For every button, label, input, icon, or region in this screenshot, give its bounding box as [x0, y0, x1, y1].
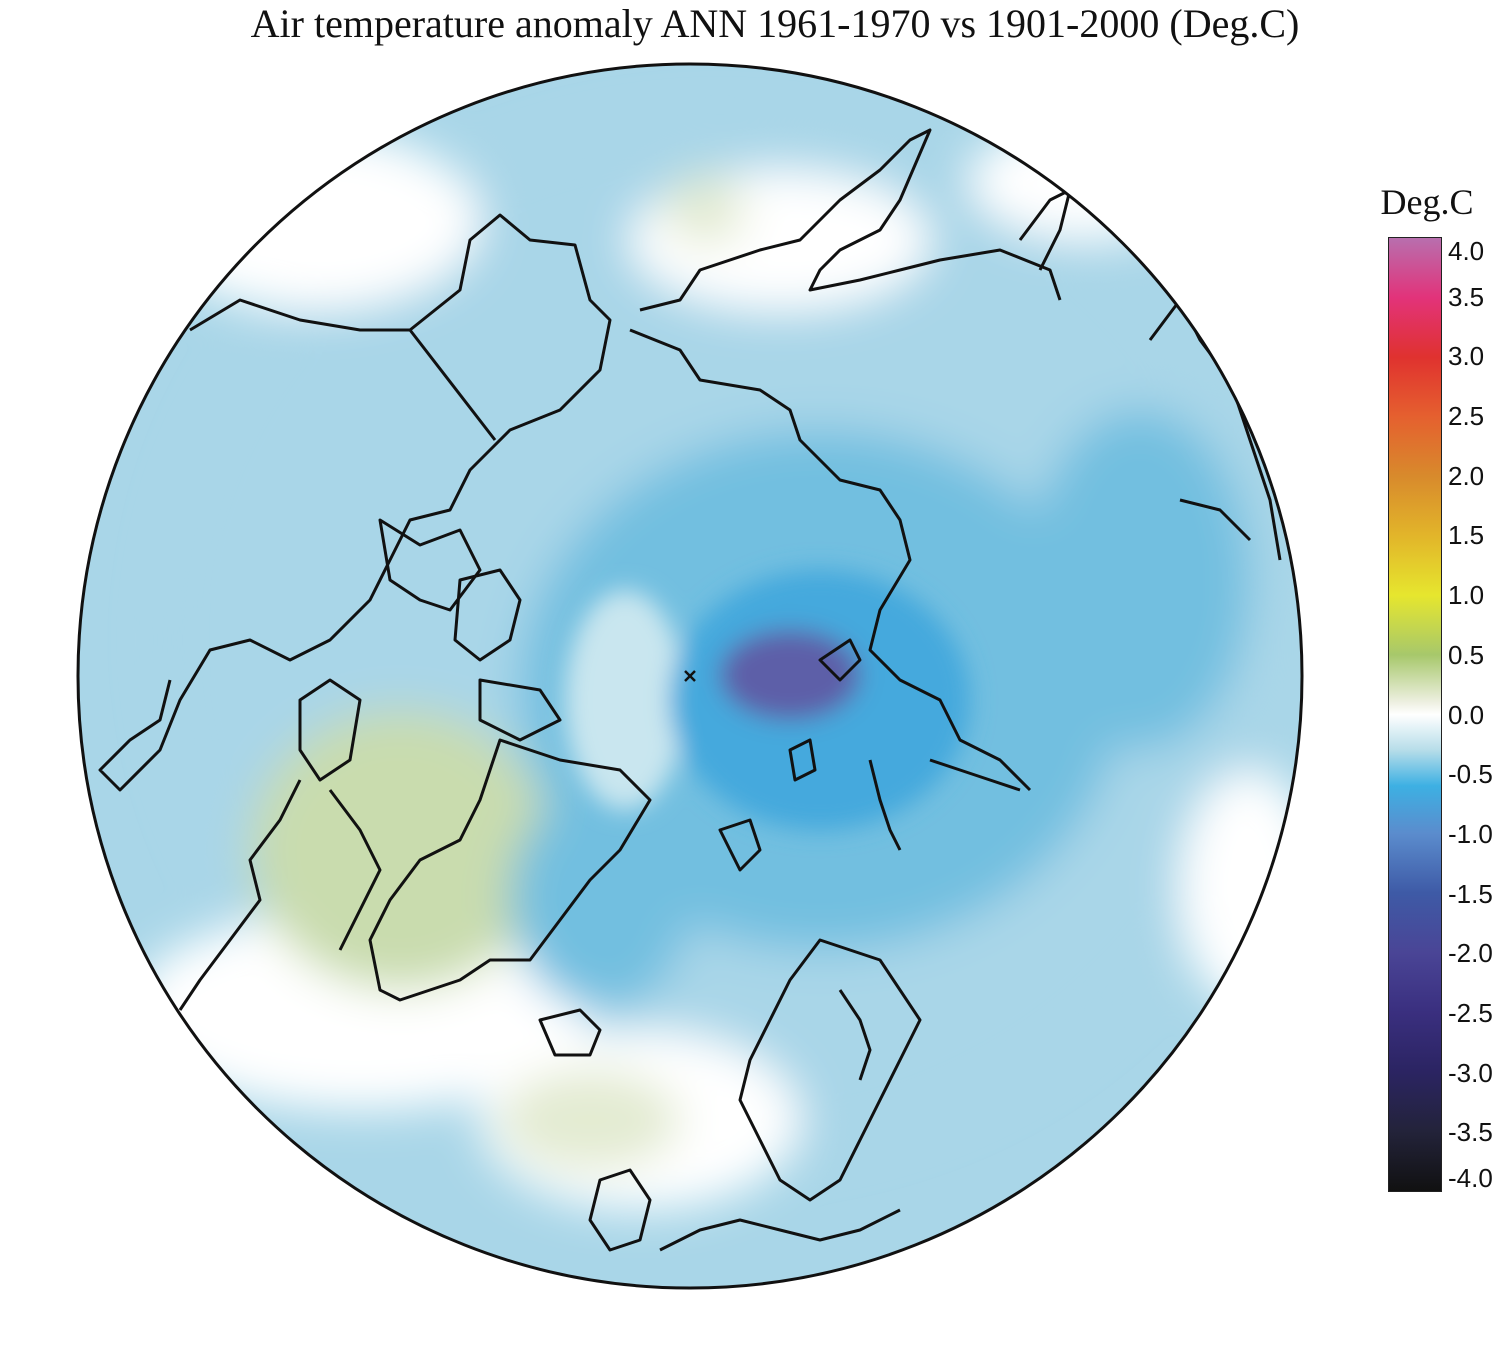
- coastline-siberia: [629, 328, 1032, 792]
- map-boundary: [76, 62, 1304, 1290]
- coastline-baltic: [838, 989, 872, 1081]
- coastline-labrador: [328, 789, 382, 951]
- colorbar-tick: 3.0: [1448, 341, 1485, 372]
- colorbar-tick: -0.5: [1448, 759, 1493, 790]
- coastline-greenland: [368, 738, 652, 1002]
- anomaly-region-near-zero: [1180, 770, 1302, 1010]
- coastline-scandinavia: [738, 938, 922, 1202]
- coastline-baffin-island: [298, 678, 362, 782]
- coastline-alaska-border: [408, 329, 497, 441]
- colorbar-unit-label: Deg.C: [1380, 182, 1474, 222]
- coastline-iceland: [538, 1008, 602, 1057]
- colorbar-tick: -2.0: [1448, 938, 1493, 969]
- anomaly-region-coldest: [720, 630, 860, 720]
- colorbar-tick: 2.5: [1448, 401, 1485, 432]
- coastline-kara-sea: [929, 758, 1021, 792]
- colorbar-tick: 4.0: [1448, 236, 1485, 266]
- anomaly-region-near-zero: [140, 130, 480, 310]
- coastline-arctic-islands: [453, 568, 522, 662]
- colorbar-tick: 0.5: [1448, 639, 1485, 670]
- coastline-chukotka: [639, 128, 1062, 312]
- colorbar-tick-labels: 4.0 3.5 3.0 2.5 2.0 1.5 1.0 0.5 0.0 -0.5 -1.0 -1.5 -…: [1442, 237, 1500, 1192]
- coastlines: [98, 128, 1282, 1252]
- anomaly-region-warm: [250, 710, 550, 990]
- map-title: Air temperature anomaly ANN 1961-1970 vs…: [250, 1, 1300, 46]
- anomaly-region-cool: [510, 790, 690, 1010]
- colorbar-tick: 1.5: [1448, 520, 1485, 551]
- coastline-europe: [659, 1208, 901, 1252]
- coastline-franz-josef: [788, 738, 817, 782]
- colorbar-tick: 1.0: [1448, 580, 1485, 611]
- colorbar-tick: -3.5: [1448, 1117, 1493, 1148]
- anomaly-region-near-zero: [970, 120, 1210, 240]
- colorbar-tick: -3.0: [1448, 1057, 1493, 1088]
- anomaly-region-warm: [500, 1070, 680, 1170]
- coastline-severnaya-zemlya: [818, 638, 862, 682]
- colorbar-tick: -1.5: [1448, 878, 1493, 909]
- colorbar: [1388, 237, 1442, 1192]
- colorbar-tick: 0.0: [1448, 699, 1485, 730]
- colorbar-tick: 3.5: [1448, 281, 1485, 312]
- coastline-hudson-bay: [178, 779, 302, 1011]
- coastline-arctic-islands: [478, 678, 562, 742]
- coastline-north-america: [98, 213, 612, 792]
- coastline-svalbard: [718, 818, 762, 872]
- colorbar-tick: -2.5: [1448, 997, 1493, 1028]
- coastline-british-isles: [588, 1168, 652, 1252]
- coastline-sakhalin: [1179, 498, 1252, 542]
- anomaly-region-cool: [1030, 410, 1250, 750]
- anomaly-region-near-zero: [565, 590, 685, 810]
- coastline-novaya-zemlya: [868, 759, 902, 851]
- colorbar-tick: -1.0: [1448, 818, 1493, 849]
- colorbar-tick: 2.0: [1448, 460, 1485, 491]
- anomaly-field: [78, 64, 1302, 1288]
- anomaly-region-warm: [665, 175, 745, 245]
- coastline-arctic-islands: [378, 518, 482, 612]
- north-pole-marker: [684, 670, 696, 682]
- colorbar-tick: -4.0: [1448, 1163, 1493, 1193]
